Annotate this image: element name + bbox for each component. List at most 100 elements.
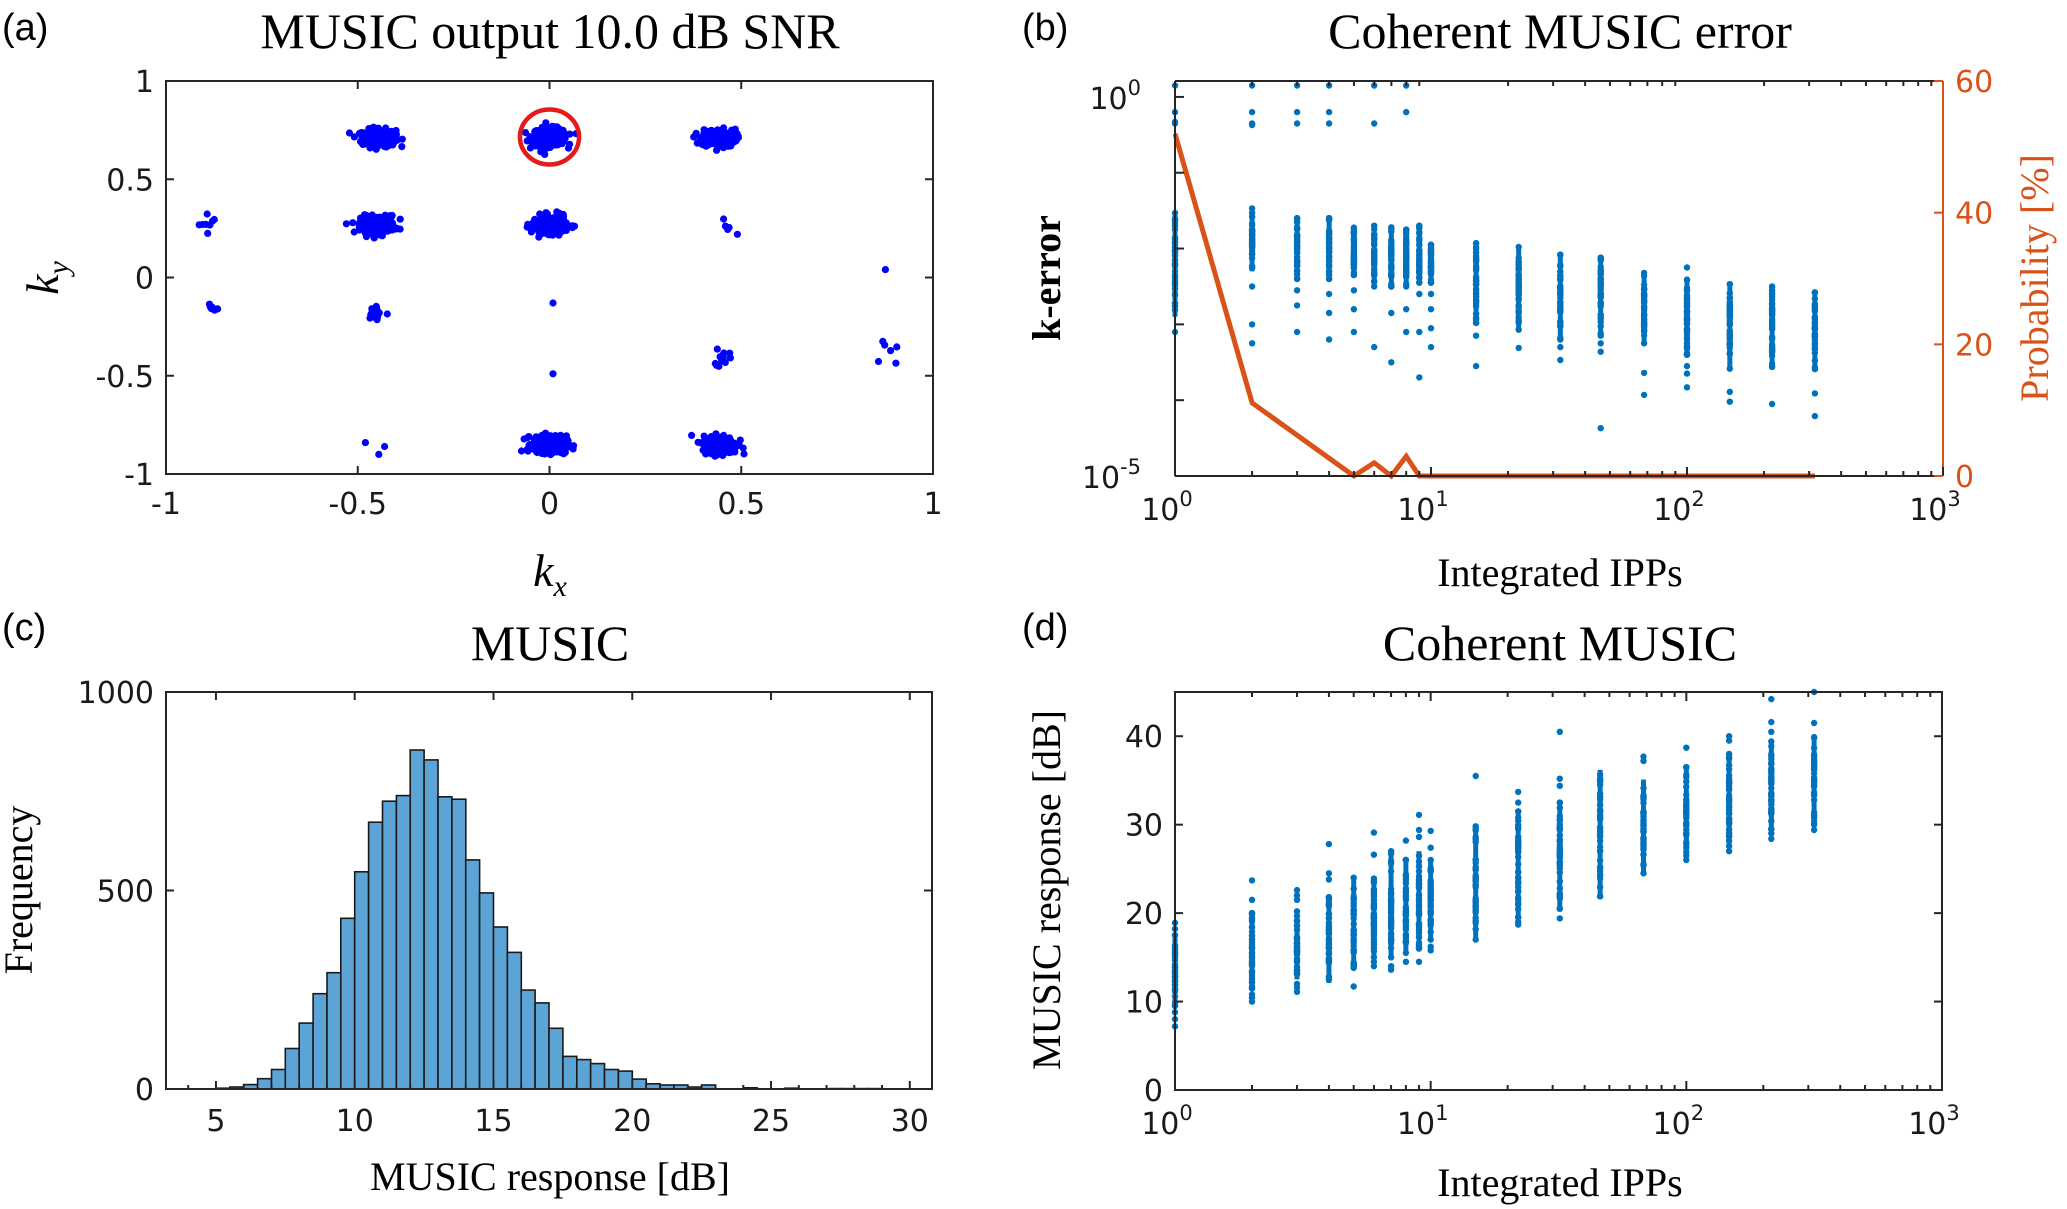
chart-b-ylabel: k-error [1024, 215, 1069, 341]
chart-b-column-band [1812, 292, 1818, 370]
chart-b-ytick-right-label: 40 [1955, 197, 1993, 232]
chart-d-point [1810, 777, 1818, 785]
chart-d-point [1810, 744, 1818, 752]
chart-a-cluster-12 [711, 345, 735, 370]
chart-d-outlier-point [1248, 991, 1256, 998]
chart-d-point [1350, 895, 1357, 902]
chart-d-point [1596, 794, 1604, 801]
chart-d-point [1640, 862, 1647, 869]
chart-d-column-100 [1683, 744, 1690, 864]
chart-a-point [378, 229, 387, 237]
chart-d-point [1556, 905, 1564, 912]
chart-d-outlier-point [1370, 963, 1378, 970]
chart-a-point [350, 133, 358, 141]
chart-a-point [206, 221, 214, 229]
chart-a-point [203, 210, 211, 218]
chart-d-point [1402, 916, 1410, 923]
chart-a-point [560, 137, 568, 146]
chart-d-point [1427, 920, 1434, 927]
chart-d-point [1248, 928, 1256, 936]
chart-c-bar [312, 992, 328, 1090]
chart-a-point [357, 215, 365, 223]
chart-d-point [1293, 912, 1301, 920]
chart-d-point [1370, 947, 1378, 955]
chart-d-point [1768, 818, 1775, 825]
chart-d-outlier-point [1415, 811, 1423, 819]
chart-d-outlier-point [1370, 851, 1378, 858]
chart-b-xlabel: Integrated IPPs [1437, 550, 1683, 595]
chart-c-bar [534, 1002, 550, 1090]
chart-d-point [1293, 949, 1301, 956]
chart-b-column-band [1598, 257, 1604, 336]
chart-d-point [1556, 878, 1564, 885]
chart-d-point [1472, 836, 1479, 843]
chart-b-outlier-point [1472, 332, 1480, 339]
chart-b-outlier-point [1683, 370, 1691, 377]
chart-d-point [1325, 901, 1333, 909]
chart-c-bars [215, 749, 883, 1090]
chart-d-point [1325, 894, 1333, 901]
chart-d-outlier-point [1472, 772, 1479, 780]
chart-d-column-3 [1293, 886, 1301, 995]
chart-a-point [360, 129, 368, 137]
chart-d-point [1415, 945, 1423, 952]
chart-a-cluster-6 [720, 215, 733, 233]
chart-a-point [542, 215, 550, 223]
chart-a-point [205, 300, 214, 308]
chart-c-bar [395, 794, 412, 1090]
chart-c-bar [284, 1047, 300, 1090]
chart-a-point [525, 433, 533, 441]
chart-c-xtick-label: 30 [891, 1104, 929, 1139]
chart-d-point [1248, 939, 1256, 946]
chart-d-point [1472, 823, 1479, 830]
chart-d-point [1415, 933, 1423, 940]
chart-d-point [1293, 958, 1301, 965]
chart-a-cluster-5 [523, 208, 579, 241]
chart-d-point [1725, 799, 1733, 807]
chart-a-point [892, 359, 900, 367]
chart-b-outlier-point [1683, 384, 1691, 391]
chart-b-outlier-point [1325, 108, 1333, 116]
chart-a-point [724, 131, 732, 139]
chart-a-point [536, 140, 544, 148]
chart-a-ytick-label: -1 [124, 458, 154, 493]
chart-a-ytick-label: -0.5 [95, 360, 154, 395]
chart-b-column-band [1473, 243, 1479, 323]
chart-d-point [1427, 902, 1434, 909]
chart-b-column-7 [1388, 224, 1395, 366]
chart-b-outlier-point [1325, 336, 1333, 343]
chart-d-point [1325, 922, 1333, 930]
chart-d-point [1556, 893, 1564, 900]
chart-d-point [1248, 944, 1256, 951]
chart-d-point [1325, 976, 1333, 983]
chart-d-point [1387, 890, 1395, 897]
chart-d-column-8 [1402, 837, 1410, 965]
chart-a-point [396, 215, 404, 223]
chart-a-cluster-4 [342, 211, 404, 242]
chart-d-point [1402, 888, 1410, 895]
chart-a-point [539, 434, 547, 442]
chart-d-point [1387, 906, 1395, 913]
chart-d-point [1768, 825, 1775, 833]
chart-d-point [1515, 825, 1522, 832]
chart-d-ytick-label: 30 [1125, 809, 1163, 844]
chart-a-point [731, 448, 739, 456]
chart-b-column-3 [1293, 82, 1301, 336]
chart-d-point [1596, 884, 1604, 891]
chart-d-point [1293, 926, 1301, 934]
chart-d-outlier-point [1248, 877, 1256, 884]
chart-a-point [195, 221, 203, 229]
chart-d-ytick-label: 20 [1125, 897, 1163, 932]
chart-d-point [1387, 944, 1395, 952]
chart-d-ylabel: MUSIC response [dB] [1024, 710, 1069, 1070]
chart-a-point [392, 126, 400, 135]
chart-d-point [1387, 860, 1395, 867]
chart-d-point [1683, 774, 1690, 781]
chart-a-point [525, 441, 533, 449]
chart-a-point [710, 449, 718, 458]
chart-c-bar [520, 989, 536, 1090]
chart-d-column-15 [1472, 772, 1479, 943]
chart-d-outlier-point [1325, 840, 1333, 848]
chart-a-point [557, 449, 565, 457]
